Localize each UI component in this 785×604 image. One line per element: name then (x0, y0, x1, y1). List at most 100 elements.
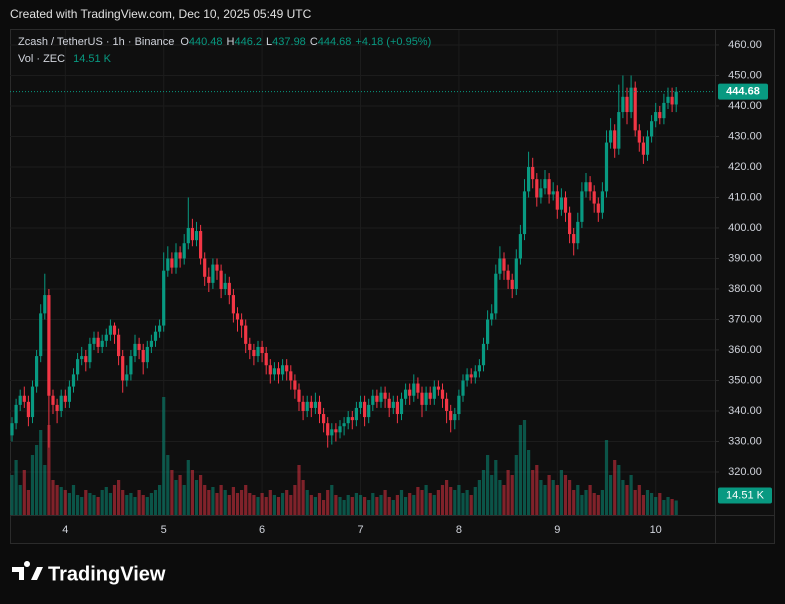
candle-body (436, 386, 440, 390)
volume-bar (383, 490, 387, 515)
candle-body (342, 423, 346, 427)
volume-bar (289, 495, 293, 515)
candle-body (654, 112, 658, 122)
candle-body (457, 395, 461, 415)
volume-bar (117, 480, 121, 515)
candle-body (63, 395, 67, 402)
candle-body (535, 179, 539, 198)
candle-body (252, 349, 256, 357)
candle-body (330, 429, 334, 436)
candle-body (387, 398, 391, 408)
candle-body (428, 392, 432, 399)
candle-body (88, 343, 92, 363)
volume-bar (481, 470, 486, 515)
volume-value: 14.51 K (73, 53, 112, 65)
volume-bar (30, 455, 35, 515)
volume-bar (514, 455, 518, 515)
ohlc-value: 437.98 (272, 36, 306, 48)
candle-body (84, 356, 88, 363)
volume-bar (326, 490, 330, 515)
candle-body (453, 414, 457, 421)
ohlc-value: 444.68 (318, 36, 352, 48)
candle-body (584, 182, 588, 192)
volume-bar (178, 475, 182, 515)
y-tick-label: 330.00 (728, 435, 762, 447)
volume-bar (543, 485, 547, 515)
volume-bar (55, 485, 59, 515)
candle-body (117, 334, 121, 357)
candle-body (363, 401, 367, 418)
candle-body (477, 365, 481, 372)
volume-bar (26, 490, 30, 515)
y-tick-label: 380.00 (728, 283, 762, 295)
x-tick-label: 9 (554, 524, 560, 536)
y-tick-label: 340.00 (728, 405, 762, 417)
candle-body (211, 264, 215, 283)
volume-bar (416, 487, 420, 515)
candle-body (313, 401, 317, 408)
volume-bar (219, 485, 223, 515)
volume-bar (457, 485, 461, 515)
candle-body (317, 401, 322, 415)
volume-bar (231, 487, 235, 515)
candle-body (629, 87, 633, 113)
candle-body (141, 349, 145, 363)
candle-body (338, 426, 342, 433)
volume-bar (227, 495, 231, 515)
candle-body (47, 295, 51, 396)
candle-body (440, 389, 445, 399)
candle-body (358, 401, 363, 408)
y-tick-label: 370.00 (728, 313, 762, 325)
volume-bar (293, 485, 297, 515)
y-tick-label: 450.00 (728, 69, 762, 81)
candle-body (256, 346, 260, 357)
overlay: 444.68 14.51 K (10, 83, 772, 504)
candle-body (551, 191, 555, 195)
volume-bar (14, 460, 18, 515)
candle-body (506, 270, 510, 280)
candle-body (43, 295, 47, 314)
candle-body (129, 356, 133, 375)
volume-bar (506, 470, 510, 515)
logo-mark (12, 560, 43, 580)
volume-bar (350, 497, 354, 515)
volume-bar (363, 497, 367, 515)
volume-title: Vol · ZEC (18, 53, 65, 65)
candle-body (158, 325, 162, 332)
volume-bar (63, 490, 67, 515)
volume-bar (572, 490, 576, 515)
volume-bar (51, 480, 55, 515)
volume-bar (84, 490, 88, 515)
legend-line: Zcash / TetherUS · 1h · Binance O440.48 H4… (18, 36, 431, 48)
volume-bar (96, 497, 100, 515)
x-tick-label: 4 (62, 524, 68, 536)
candle-body (633, 87, 637, 131)
y-tick-label: 360.00 (728, 344, 762, 356)
candle-body (568, 212, 572, 235)
candle-body (268, 365, 272, 375)
candle-body (379, 392, 383, 402)
volume-bar (629, 475, 633, 515)
volume-bar (662, 500, 666, 515)
volume-bar (317, 493, 322, 515)
volume-bar (223, 490, 227, 515)
y-tick-label: 400.00 (728, 222, 762, 234)
volume-bar (276, 497, 281, 515)
volume-box-label: 14.51 K (726, 489, 765, 501)
volume-bar (510, 475, 514, 515)
candle-body (449, 410, 453, 421)
candle-body (658, 112, 662, 119)
grid: 320.00 330.00 340.00 350.00 360.00 370.00 380.… (10, 30, 762, 536)
volume-bar (334, 495, 338, 515)
volume-bar (244, 485, 248, 515)
candle-body (178, 252, 182, 259)
y-tick-label: 350.00 (728, 374, 762, 386)
volume-bar (604, 440, 609, 515)
candle-body (125, 374, 129, 381)
candle-body (522, 191, 527, 235)
volume-bar (166, 455, 170, 515)
volume-bar (535, 465, 539, 515)
volume-bar (330, 485, 334, 515)
volume-bar (59, 487, 63, 515)
volume-bar (207, 490, 211, 515)
